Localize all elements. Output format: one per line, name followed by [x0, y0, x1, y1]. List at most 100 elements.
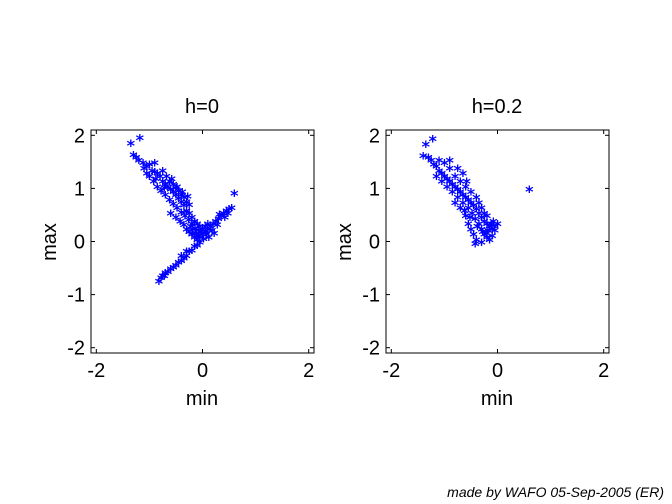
scatter-point: * [438, 166, 447, 185]
scatter-point: * [483, 226, 492, 245]
scatter-point: * [178, 185, 187, 204]
scatter-point: * [422, 137, 431, 156]
scatter-point: * [173, 201, 182, 220]
scatter-point: * [204, 222, 213, 241]
scatter-point: * [145, 169, 154, 188]
x-tick-labels: -2 0 2 [87, 130, 314, 382]
scatter-point: * [164, 179, 173, 198]
scatter-point: * [169, 196, 178, 215]
scatter-point: * [129, 148, 138, 167]
scatter-point: * [483, 217, 492, 236]
y-tick-label: -2 [362, 338, 380, 360]
scatter-point: * [480, 214, 489, 233]
scatter-point: * [143, 166, 152, 185]
scatter-point: * [172, 187, 181, 206]
subplot-h02: h=0.2 **********************************… [334, 96, 610, 410]
scatter-point: * [161, 177, 170, 196]
scatter-point: * [192, 226, 201, 245]
scatter-point: * [471, 211, 480, 230]
scatter-point: * [222, 203, 231, 222]
scatter-point: * [464, 193, 473, 212]
scatter-point: * [453, 161, 462, 180]
scatter-point: * [149, 174, 158, 193]
scatter-point: * [135, 153, 144, 172]
scatter-point: * [181, 209, 190, 228]
scatter-point: * [156, 169, 165, 188]
scatter-point: * [177, 248, 186, 267]
scatter-point: * [182, 222, 191, 241]
scatter-point: * [475, 217, 484, 236]
scatter-point: * [230, 186, 239, 205]
y-tick-labels: -2 -1 0 1 2 [362, 125, 609, 360]
x-tick-label: 0 [197, 360, 208, 382]
scatter-point: * [424, 150, 433, 169]
scatter-point: * [453, 182, 462, 201]
scatter-point: * [483, 230, 492, 249]
scatter-point: * [493, 217, 502, 236]
scatter-point: * [456, 174, 465, 193]
scatter-point: * [448, 185, 457, 204]
scatter-point: * [221, 210, 230, 229]
scatter-point: * [485, 219, 494, 238]
scatter-point: * [467, 222, 476, 241]
scatter-point: * [432, 159, 441, 178]
scatter-point: * [152, 171, 161, 190]
scatter-point: * [155, 274, 164, 293]
scatter-point: * [160, 180, 169, 199]
scatter-point: * [489, 214, 498, 233]
scatter-point: * [157, 271, 166, 290]
scatter-point: * [177, 194, 186, 213]
subplot-title: h=0 [185, 96, 219, 118]
y-tick-label: 2 [74, 125, 85, 147]
scatter-point: * [419, 149, 428, 168]
scatter-point: * [213, 218, 222, 237]
scatter-point: * [132, 150, 141, 169]
scatter-point: * [182, 203, 191, 222]
scatter-point: * [194, 223, 203, 242]
scatter-point: * [456, 201, 465, 220]
scatter-point: * [208, 223, 217, 242]
y-tick-label: -1 [67, 285, 85, 307]
scatter-point: * [466, 210, 475, 229]
scatter-point: * [166, 206, 175, 225]
scatter-point: * [459, 166, 468, 185]
scatter-point: * [491, 223, 500, 242]
scatter-point: * [196, 219, 205, 238]
scatter-point: * [151, 156, 160, 175]
x-tick-label: -2 [382, 360, 400, 382]
scatter-point: * [190, 230, 199, 249]
scatter-point: * [196, 230, 205, 249]
y-tick-label: 0 [74, 232, 85, 254]
scatter-point: * [189, 222, 198, 241]
x-axis-label: min [186, 388, 218, 410]
y-tick-label: 2 [369, 125, 380, 147]
scatter-point: * [188, 217, 197, 236]
scatter-point: * [164, 264, 173, 283]
scatter-point: * [463, 174, 472, 193]
scatter-point: * [190, 214, 199, 233]
scatter-point: * [177, 187, 186, 206]
scatter-point: * [429, 132, 438, 151]
scatter-point: * [188, 227, 197, 246]
scatter-point: * [214, 211, 223, 230]
y-tick-label: -2 [67, 338, 85, 360]
scatter-point: * [468, 206, 477, 225]
scatter-point: * [174, 191, 183, 210]
scatter-point: * [446, 174, 455, 193]
scatter-point: * [143, 159, 152, 178]
scatter-point: * [182, 244, 191, 263]
scatter-point: * [168, 171, 177, 190]
scatter-point: * [193, 238, 202, 257]
scatter-point: * [174, 255, 183, 274]
scatter-point: * [448, 177, 457, 196]
scatter-point: * [139, 156, 148, 175]
x-axis-label: min [481, 388, 513, 410]
scatter-point: * [459, 187, 468, 206]
scatter-point: * [187, 219, 196, 238]
scatter-point: * [169, 185, 178, 204]
scatter-point: * [172, 210, 181, 229]
scatter-point: * [453, 190, 462, 209]
scatter-point: * [220, 206, 229, 225]
scatter-point: * [173, 179, 182, 198]
scatter-point: * [201, 219, 210, 238]
